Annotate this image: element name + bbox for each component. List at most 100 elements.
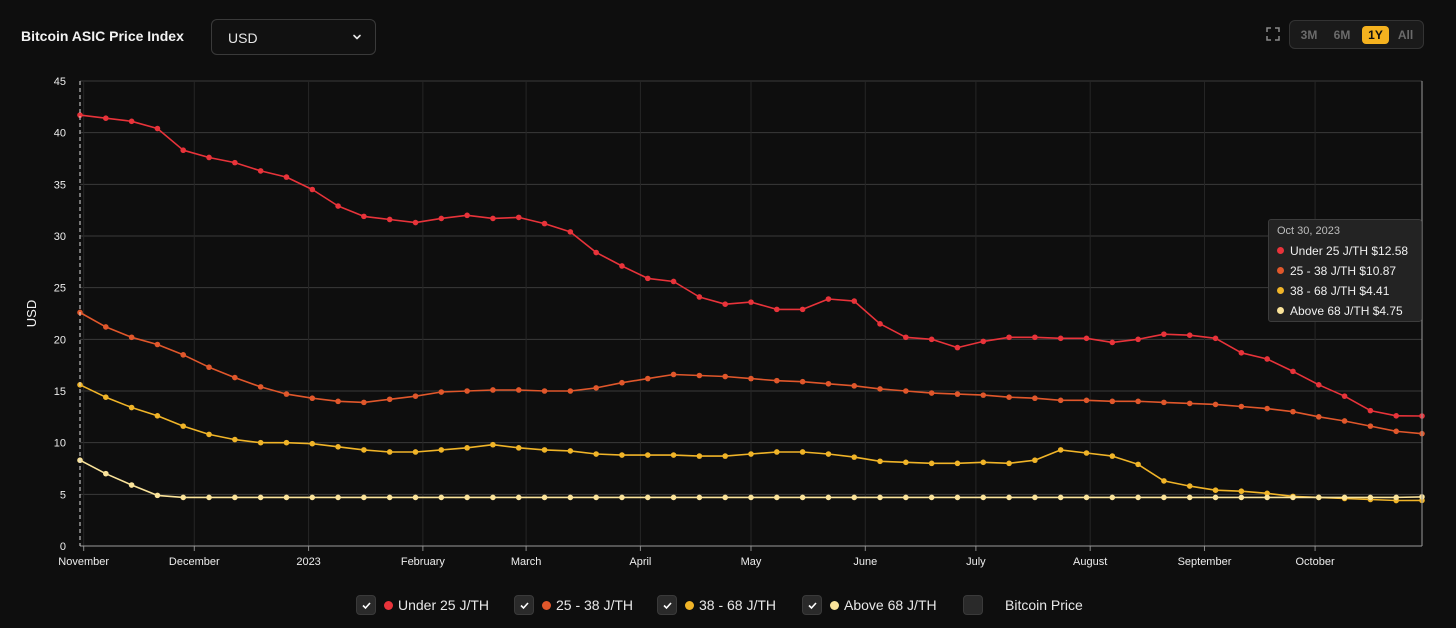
data-point [515,494,522,501]
data-point [335,494,341,501]
data-point [515,387,522,393]
data-point [128,482,135,488]
data-point [438,215,445,222]
data-point [670,278,677,285]
data-point [1135,398,1141,405]
data-point [722,453,728,459]
data-point [851,383,858,389]
data-point [1135,336,1141,343]
tooltip-row-under-25: Under 25 J/TH $12.58 [1277,244,1408,258]
series-dot [1277,267,1284,274]
y-tick-label: 35 [54,179,66,191]
data-point [774,449,780,455]
data-point [541,388,548,394]
data-point [619,263,625,269]
fullscreen-icon[interactable] [1265,26,1281,42]
legend-label: 25 - 38 J/TH [556,597,634,613]
data-point [490,215,496,222]
series-color-dot [685,601,694,610]
tooltip-row-label: 25 - 38 J/TH $10.87 [1290,264,1397,278]
currency-select[interactable]: USD [211,19,376,55]
data-point [541,447,548,453]
data-point [515,214,522,221]
data-point [1083,335,1090,342]
data-point [1393,413,1399,419]
data-point [1212,401,1219,408]
data-point [774,306,780,313]
legend-checkbox[interactable] [802,595,822,615]
data-point [1393,428,1399,435]
range-1y-button[interactable]: 1Y [1362,26,1389,44]
data-point [77,112,83,118]
data-point [567,229,574,235]
legend-checkbox[interactable] [963,595,983,615]
currency-select-value: USD [228,30,258,46]
data-point [903,459,909,466]
data-point [464,494,470,501]
data-point [1186,483,1193,489]
legend-checkbox[interactable] [356,595,376,615]
data-point [1032,395,1038,402]
data-point [464,445,470,451]
data-point [257,439,264,446]
data-point [283,174,290,180]
data-point [644,452,651,458]
data-point [1186,400,1193,407]
legend-checkbox[interactable] [514,595,534,615]
data-point [490,441,496,448]
data-point [464,388,470,394]
data-point [1161,494,1167,501]
data-point [361,494,367,501]
data-point [670,494,677,501]
data-point [1341,494,1348,501]
range-6m-button[interactable]: 6M [1333,28,1351,42]
data-point [412,449,419,455]
data-point [1161,331,1167,337]
data-point [1290,408,1296,415]
legend-label: 38 - 68 J/TH [699,597,777,613]
data-point [309,440,316,447]
data-point [748,299,754,305]
data-point [180,352,187,358]
data-point [361,447,367,453]
data-point [928,460,935,467]
data-point [541,494,548,501]
range-all-button[interactable]: All [1397,28,1414,42]
data-point [361,213,367,220]
data-point [1109,398,1116,405]
data-point [1367,407,1374,414]
range-3m-button[interactable]: 3M [1300,28,1318,42]
data-point [1238,494,1245,501]
tooltip-date: Oct 30, 2023 [1277,225,1340,237]
data-point [1161,399,1167,406]
data-point [257,168,264,174]
data-point [154,125,161,132]
x-tick-label: March [511,556,542,568]
data-point [1109,453,1116,459]
data-point [1109,494,1116,501]
data-point [1367,494,1374,501]
data-point [851,454,858,460]
data-point [103,115,109,121]
data-point [954,391,961,397]
x-tick-label: 2023 [296,556,320,568]
legend-checkbox[interactable] [657,595,677,615]
data-point [1083,450,1090,456]
data-point [1006,460,1012,467]
data-point [1083,494,1090,501]
y-tick-label: 40 [54,128,66,140]
data-point [593,494,599,501]
y-tick-label: 15 [54,386,66,398]
series-dot [1277,307,1284,314]
data-point [903,494,909,501]
data-point [877,494,883,501]
data-point [1341,418,1348,424]
x-tick-label: July [966,556,986,568]
data-point [825,494,832,501]
y-tick-label: 45 [54,76,66,88]
x-tick-label: December [169,556,220,568]
data-point [1212,335,1219,342]
data-point [851,494,858,501]
legend-label: Above 68 J/TH [844,597,937,613]
check-icon [520,602,529,610]
